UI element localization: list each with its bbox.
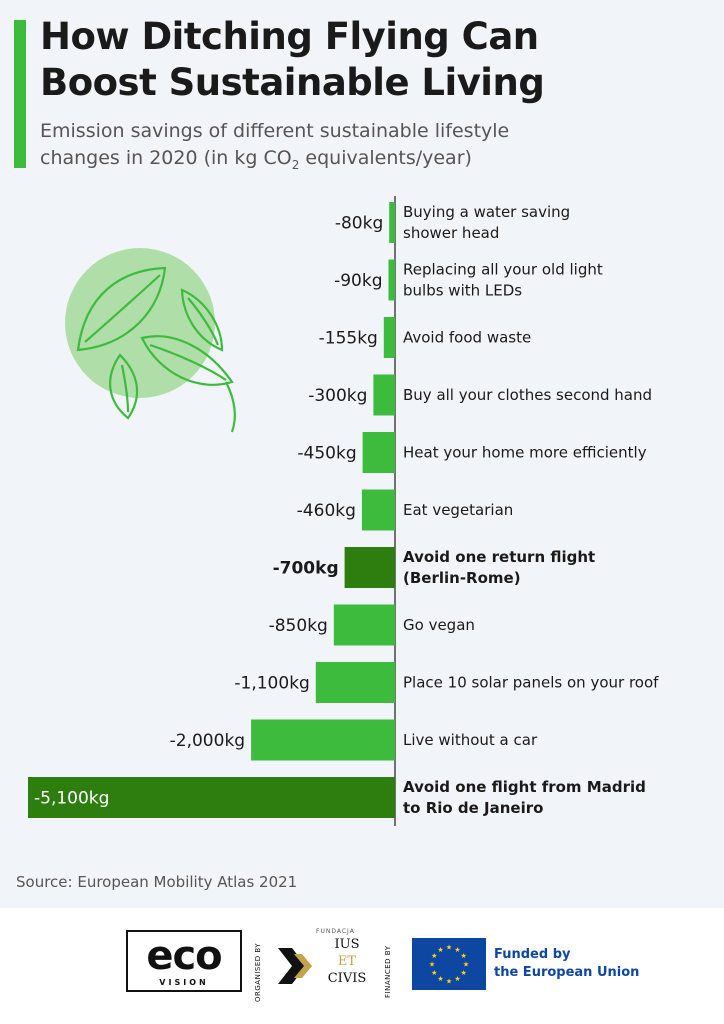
category-label-line: Buying a water saving — [403, 203, 570, 221]
eco-logo-sub: VISION — [159, 978, 209, 987]
category-label-line: Go vegan — [403, 616, 475, 634]
category-label-2: Avoid food waste — [403, 329, 531, 347]
eu-star-icon: ★ — [454, 975, 460, 983]
value-label-1: -90kg — [334, 271, 382, 291]
category-label-3: Buy all your clothes second hand — [403, 386, 652, 404]
bar-5 — [361, 489, 395, 531]
category-label-line: Buy all your clothes second hand — [403, 386, 652, 404]
accent-bar — [14, 20, 26, 168]
eu-funding-text: Funded by the European Union — [494, 946, 639, 982]
bar-4 — [362, 432, 395, 473]
bar-0 — [389, 202, 395, 243]
bar-3 — [373, 374, 395, 416]
category-label-line: (Berlin-Rome) — [403, 569, 521, 587]
category-label-5: Eat vegetarian — [403, 501, 513, 519]
subtitle-line-2-pre: changes in 2020 (in kg CO — [40, 147, 292, 169]
value-label-4: -450kg — [297, 444, 356, 464]
bar-2 — [383, 317, 395, 358]
eu-star-icon: ★ — [429, 961, 435, 969]
eu-text-line-2: the European Union — [494, 965, 640, 980]
footer: eco VISION ORGANISED BY FUNDACJA IUS ET … — [0, 908, 724, 1024]
category-label-6: Avoid one return flight (Berlin-Rome) — [403, 548, 595, 587]
value-label-9: -2,000kg — [170, 731, 245, 751]
category-label-line: shower head — [403, 224, 499, 242]
category-label-0: Buying a water saving shower head — [403, 203, 570, 242]
subtitle-line-2-post: equivalents/year) — [299, 147, 472, 169]
value-label-10: -5,100kg — [34, 789, 109, 809]
category-label-line: Live without a car — [403, 731, 538, 749]
eu-star-icon: ★ — [461, 952, 467, 960]
category-label-1: Replacing all your old light bulbs with L… — [403, 261, 603, 300]
subtitle-subscript: 2 — [291, 157, 300, 172]
eu-flag-icon: ★ ★ ★ ★ ★ ★ ★ ★ ★ ★ ★ ★ — [412, 938, 486, 990]
category-label-10: Avoid one flight from Madrid to Rio de Ja… — [403, 778, 646, 817]
category-label-line: Avoid food waste — [403, 329, 531, 347]
leaves-icon — [65, 248, 236, 433]
category-label-line: Avoid one return flight — [403, 548, 595, 566]
eu-text-line-1: Funded by — [494, 947, 571, 962]
category-label-7: Go vegan — [403, 616, 475, 634]
subtitle: Emission savings of different sustainabl… — [40, 118, 680, 179]
category-label-4: Heat your home more efficiently — [403, 444, 647, 462]
bar-1 — [388, 259, 395, 301]
title-line-1: How Ditching Flying Can — [40, 15, 539, 58]
eu-star-icon: ★ — [437, 946, 443, 954]
eu-star-icon: ★ — [431, 969, 437, 977]
ius-et-civis-logo: IUS ET CIVIS — [322, 936, 372, 987]
category-label-line: bulbs with LEDs — [403, 282, 522, 300]
eu-star-icon: ★ — [461, 969, 467, 977]
eu-star-icon: ★ — [463, 961, 469, 969]
eu-stars: ★ ★★★★★★★★★★★ — [429, 944, 469, 986]
category-label-line: Eat vegetarian — [403, 501, 513, 519]
chevron-logo-icon — [278, 948, 312, 984]
value-label-0: -80kg — [335, 214, 383, 234]
bar-8 — [315, 662, 395, 703]
bar-7 — [333, 604, 395, 646]
category-label-line: Place 10 solar panels on your roof — [403, 674, 659, 692]
civis-word: CIVIS — [327, 971, 367, 986]
value-label-5: -460kg — [297, 501, 356, 521]
financed-by-label: FINANCED BY — [384, 945, 392, 998]
value-label-8: -1,100kg — [234, 674, 309, 694]
et-word: ET — [337, 954, 357, 969]
eu-star-icon: ★ — [431, 952, 437, 960]
category-label-line: to Rio de Janeiro — [403, 799, 543, 817]
value-label-6: -700kg — [273, 559, 339, 579]
organised-by-label: ORGANISED BY — [254, 942, 262, 1002]
value-label-7: -850kg — [269, 616, 328, 636]
bar-10 — [28, 777, 395, 818]
eu-star-icon: ★ — [454, 946, 460, 954]
category-label-8: Place 10 solar panels on your roof — [403, 674, 659, 692]
bar-6 — [344, 547, 395, 588]
page-title: How Ditching Flying Can Boost Sustainabl… — [40, 14, 680, 106]
value-label-2: -155kg — [319, 329, 378, 349]
ius-word: IUS — [334, 937, 360, 952]
eco-logo-word: eco — [146, 933, 222, 979]
category-label-9: Live without a car — [403, 731, 538, 749]
eu-star-icon: ★ — [446, 944, 452, 952]
category-label-line: Replacing all your old light — [403, 261, 603, 279]
subtitle-line-1: Emission savings of different sustainabl… — [40, 120, 510, 142]
category-label-line: Heat your home more efficiently — [403, 444, 647, 462]
category-label-line: Avoid one flight from Madrid — [403, 778, 646, 796]
value-label-3: -300kg — [308, 386, 367, 406]
eu-star-icon: ★ — [437, 975, 443, 983]
bar-9 — [251, 719, 395, 761]
eco-vision-logo: eco VISION — [126, 930, 242, 992]
source-note: Source: European Mobility Atlas 2021 — [16, 873, 298, 891]
title-line-2: Boost Sustainable Living — [40, 61, 545, 104]
fundacja-label: FUNDACJA — [316, 928, 355, 935]
eu-star-icon: ★ — [446, 978, 452, 986]
